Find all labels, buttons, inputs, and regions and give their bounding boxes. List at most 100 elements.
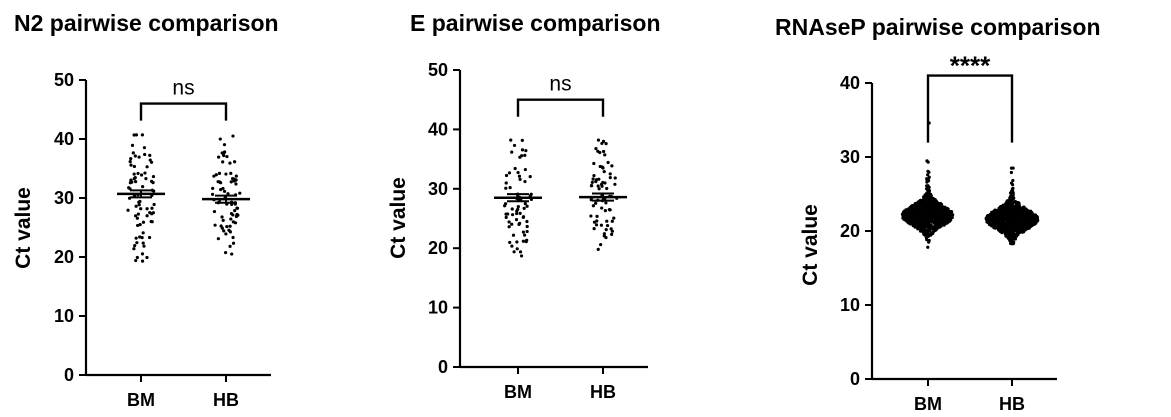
data-point (924, 198, 928, 202)
data-point (508, 186, 512, 190)
y-tick-label: 30 (840, 147, 860, 167)
data-point (507, 171, 512, 175)
data-point (1011, 225, 1015, 229)
data-point (946, 217, 951, 221)
significance-bracket (516, 98, 605, 117)
data-point (525, 204, 529, 208)
data-point (1006, 230, 1010, 234)
data-point (525, 219, 529, 224)
y-tick-label: 40 (54, 129, 74, 149)
data-point (520, 154, 524, 158)
data-point (137, 203, 141, 207)
data-point (233, 209, 237, 213)
data-point (928, 217, 932, 221)
data-point (1011, 195, 1015, 199)
data-point (1011, 166, 1015, 170)
data-point (131, 151, 135, 155)
data-point (132, 172, 136, 176)
data-point (149, 160, 154, 164)
data-point (523, 179, 527, 184)
data-point (589, 214, 593, 218)
data-point (924, 187, 929, 191)
data-point (1015, 232, 1019, 236)
data-point (520, 148, 525, 152)
data-point (132, 133, 136, 137)
data-point (128, 181, 132, 185)
data-point (613, 176, 617, 180)
data-point (134, 133, 139, 137)
data-point (518, 177, 522, 181)
data-point (140, 235, 144, 240)
data-point (138, 235, 142, 239)
data-point (148, 153, 152, 157)
data-point (512, 250, 516, 254)
data-point (927, 192, 931, 196)
data-point (216, 180, 220, 184)
y-tick-label: 0 (850, 369, 860, 389)
data-point (1017, 204, 1021, 208)
data-point (150, 179, 154, 183)
data-point (510, 150, 514, 154)
data-point (518, 211, 522, 215)
data-point (234, 182, 238, 186)
data-point (145, 207, 149, 211)
data-point (141, 231, 145, 235)
data-point (229, 171, 233, 175)
data-point (923, 233, 928, 238)
data-point (138, 199, 142, 204)
data-point (1007, 234, 1011, 239)
data-point (933, 228, 937, 233)
data-point (1016, 229, 1020, 233)
data-point (504, 212, 508, 216)
data-point (1010, 238, 1014, 243)
data-point (1017, 212, 1022, 216)
data-point (592, 174, 596, 178)
data-point (605, 223, 610, 228)
data-point (942, 207, 946, 211)
data-point (923, 193, 927, 197)
data-point (219, 187, 223, 192)
data-point (597, 187, 601, 191)
data-point (238, 191, 242, 195)
data-point (513, 166, 517, 171)
data-point (231, 235, 235, 240)
data-point (516, 204, 520, 209)
y-tick-label: 20 (428, 238, 448, 258)
data-point (228, 161, 232, 165)
data-point (925, 230, 929, 234)
data-point (603, 153, 607, 157)
data-point (929, 194, 933, 198)
data-point (516, 170, 520, 175)
data-point (1004, 201, 1008, 205)
data-point (937, 219, 942, 223)
data-point (610, 164, 614, 168)
data-point (608, 208, 612, 212)
data-point (135, 216, 139, 220)
data-point (210, 192, 215, 196)
data-point (604, 201, 608, 205)
data-point (226, 192, 230, 196)
data-point (599, 242, 603, 247)
data-point (613, 182, 617, 186)
data-point (224, 172, 228, 176)
data-point (610, 229, 614, 233)
data-point (1021, 223, 1025, 227)
data-point (520, 138, 524, 142)
data-point (139, 207, 143, 211)
y-tick-label: 30 (54, 188, 74, 208)
data-point (1011, 235, 1016, 239)
data-point (228, 224, 232, 228)
data-point (929, 198, 933, 202)
data-point (1003, 208, 1008, 212)
data-point (129, 163, 133, 167)
data-point (1022, 207, 1027, 211)
data-point (231, 213, 235, 217)
data-point (592, 161, 596, 166)
data-point (1000, 229, 1004, 234)
data-point (219, 181, 223, 185)
data-point (220, 215, 224, 219)
data-point (594, 223, 599, 227)
data-point (1012, 211, 1017, 216)
data-point (598, 150, 602, 155)
